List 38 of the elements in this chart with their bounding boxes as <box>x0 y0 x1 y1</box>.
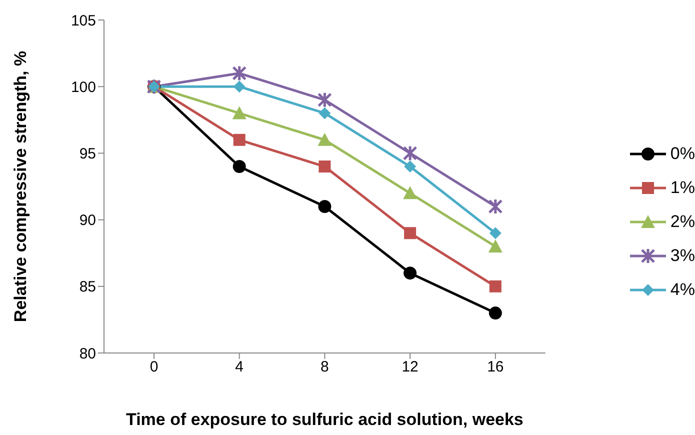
x-tick-label: 0 <box>150 358 158 376</box>
point <box>232 65 247 82</box>
point <box>404 227 416 240</box>
point <box>318 200 332 213</box>
y-axis-title: Relative compressive strength, % <box>11 50 30 322</box>
point <box>233 80 246 93</box>
legend-label: 1% <box>670 178 695 198</box>
legend-label: 2% <box>670 212 695 232</box>
legend-label: 0% <box>670 144 695 164</box>
point <box>317 92 332 108</box>
point <box>404 266 417 280</box>
point <box>232 106 246 120</box>
point <box>318 132 332 146</box>
y-tick-label: 90 <box>79 212 96 230</box>
point <box>233 134 246 146</box>
y-tick-label: 85 <box>79 278 96 296</box>
x-tick-label: 12 <box>402 358 418 376</box>
point <box>488 306 502 320</box>
point <box>488 239 502 252</box>
x-tick-label: 8 <box>320 358 329 376</box>
x-tick-label: 16 <box>487 358 504 376</box>
y-tick-label: 105 <box>70 12 96 30</box>
point <box>404 160 416 173</box>
point <box>489 227 502 240</box>
y-tick-label: 80 <box>79 345 96 362</box>
y-tick-label: 100 <box>70 78 96 96</box>
point <box>489 280 502 292</box>
point <box>403 186 418 200</box>
legend-label: 4% <box>670 280 695 300</box>
point <box>318 160 331 173</box>
x-tick-label: 4 <box>235 358 244 376</box>
point <box>232 160 246 174</box>
point <box>318 107 331 120</box>
point <box>402 144 418 162</box>
legend-label: 3% <box>670 246 695 266</box>
x-axis-title: Time of exposure to sulfuric acid solution, weeks <box>126 410 524 429</box>
y-tick-label: 95 <box>79 146 96 163</box>
point <box>488 198 503 215</box>
